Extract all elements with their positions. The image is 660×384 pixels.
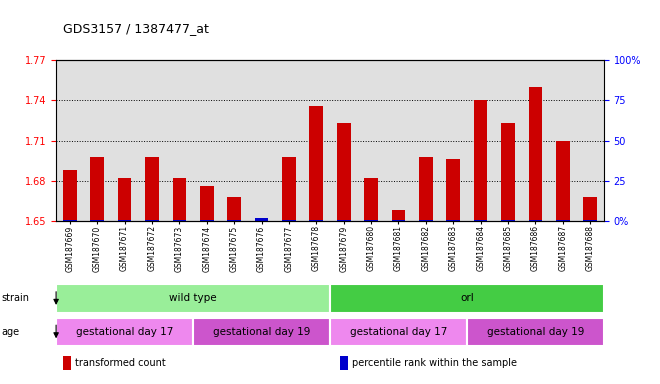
Bar [501, 220, 515, 221]
Bar [172, 220, 186, 221]
Bar [474, 100, 488, 221]
Bar [310, 220, 323, 221]
Bar [282, 220, 296, 221]
Bar [583, 197, 597, 221]
Bar [200, 186, 214, 221]
Bar [364, 178, 378, 221]
Text: percentile rank within the sample: percentile rank within the sample [352, 358, 517, 368]
Bar [391, 220, 405, 221]
Bar [145, 220, 159, 221]
Bar [117, 178, 131, 221]
Bar [145, 157, 159, 221]
Bar [227, 197, 241, 221]
Text: gestational day 17: gestational day 17 [350, 327, 447, 337]
Bar [310, 106, 323, 221]
Bar [556, 220, 570, 221]
Bar [337, 220, 350, 221]
Bar [446, 159, 460, 221]
Bar [501, 123, 515, 221]
Bar [583, 220, 597, 221]
Bar [556, 141, 570, 221]
Text: transformed count: transformed count [75, 358, 165, 368]
Bar [337, 123, 350, 221]
Bar [446, 220, 460, 221]
Bar [227, 220, 241, 221]
Bar [529, 87, 543, 221]
Bar [63, 170, 77, 221]
Bar [255, 218, 269, 221]
Bar [282, 157, 296, 221]
Bar [90, 220, 104, 221]
Bar [529, 220, 543, 221]
Text: age: age [1, 327, 19, 337]
Bar [467, 318, 604, 346]
Bar [255, 220, 269, 221]
Bar [330, 318, 467, 346]
Text: strain: strain [1, 293, 29, 303]
Bar [90, 157, 104, 221]
Bar [419, 220, 433, 221]
Bar [193, 318, 330, 346]
Bar [117, 220, 131, 221]
Bar [474, 220, 488, 221]
Bar [419, 157, 433, 221]
Bar [364, 220, 378, 221]
Bar [330, 284, 604, 313]
Bar [172, 178, 186, 221]
Text: gestational day 19: gestational day 19 [486, 327, 584, 337]
Text: GDS3157 / 1387477_at: GDS3157 / 1387477_at [63, 22, 209, 35]
Bar [200, 220, 214, 221]
Text: orl: orl [460, 293, 474, 303]
Bar [56, 318, 193, 346]
Text: gestational day 17: gestational day 17 [76, 327, 174, 337]
Bar [391, 210, 405, 221]
Text: gestational day 19: gestational day 19 [213, 327, 310, 337]
Bar [56, 284, 330, 313]
Text: wild type: wild type [169, 293, 217, 303]
Bar [63, 220, 77, 221]
